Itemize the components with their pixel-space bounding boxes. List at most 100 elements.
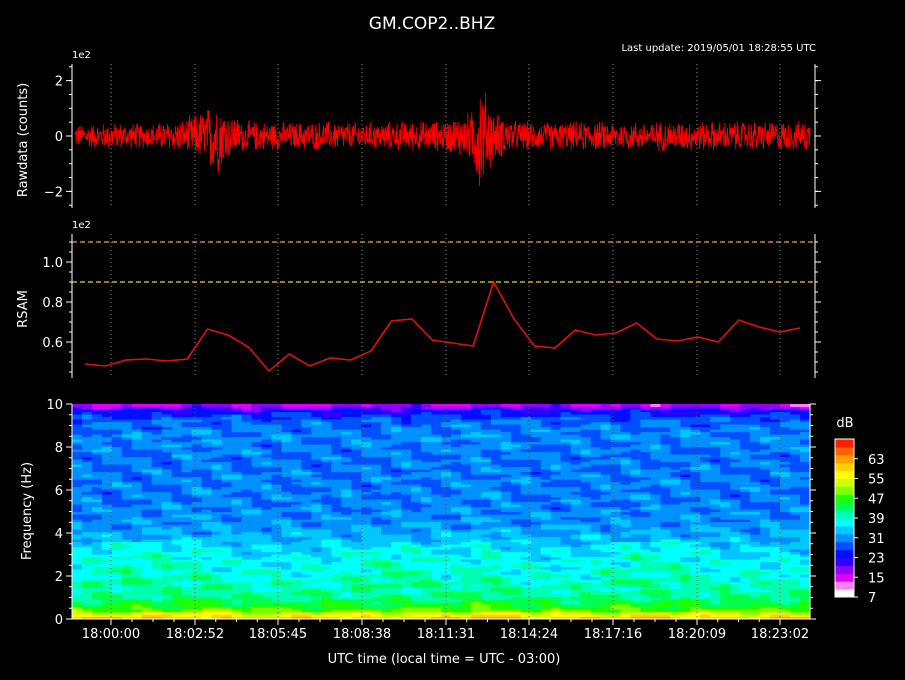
spectrogram-cell <box>131 436 143 440</box>
spectrogram-cell <box>72 471 83 475</box>
spectrogram-cell <box>550 409 562 413</box>
spectrogram-cell <box>480 496 492 500</box>
spectrogram-cell <box>401 541 412 545</box>
spectrogram-cell <box>181 486 193 490</box>
spectrogram-cell <box>241 411 253 415</box>
spectrogram-cell <box>610 414 622 418</box>
spectrogram-cell <box>590 556 602 560</box>
spectrogram-cell <box>421 544 432 548</box>
spectrogram-cell <box>261 504 273 508</box>
spectrogram-cell <box>421 466 432 470</box>
spectrogram-cell <box>251 576 263 580</box>
spectrogram-cell <box>620 534 632 538</box>
spectrogram-cell <box>81 596 93 600</box>
spectrogram-cell <box>411 481 422 485</box>
spectrogram-cell <box>321 431 332 435</box>
spectrogram-cell <box>91 486 103 490</box>
spectrogram-cell <box>91 571 103 575</box>
spectrogram-cell <box>181 571 193 575</box>
spectrogram-cell <box>590 564 602 568</box>
spectrogram-cell <box>530 476 542 480</box>
spectrogram-cell <box>361 459 372 463</box>
spectrogram-cell <box>391 579 402 583</box>
spectrogram-cell <box>351 556 362 560</box>
spectrogram-cell <box>301 606 312 610</box>
spectrogram-cell <box>201 526 213 530</box>
spectrogram-cell <box>81 464 93 468</box>
spectrogram-cell <box>331 471 342 475</box>
spectrogram-cell <box>630 564 642 568</box>
spectrogram-cell <box>111 446 123 450</box>
spectrogram-cell <box>321 436 332 440</box>
spectrogram-cell <box>191 451 203 455</box>
spectrogram-cell <box>291 516 302 520</box>
spectrogram-cell <box>211 566 223 570</box>
spectrogram-cell <box>450 434 462 438</box>
spectrogram-cell <box>500 461 512 465</box>
spectrogram-cell <box>560 514 572 518</box>
spectrogram-cell <box>411 479 422 483</box>
spectrogram-cell <box>301 521 312 525</box>
spectrogram-cell <box>560 601 572 605</box>
spectrogram-cell <box>101 571 113 575</box>
spectrogram-cell <box>81 469 93 473</box>
spectrogram-cell <box>121 536 133 540</box>
spectrogram-cell <box>610 561 622 565</box>
spectrogram-cell <box>91 591 103 595</box>
spectrogram-cell <box>121 584 133 588</box>
spectrogram-cell <box>161 501 173 505</box>
spectrogram-cell <box>241 526 253 530</box>
spectrogram-cell <box>480 489 492 493</box>
spectrogram-cell <box>520 556 532 560</box>
spectrogram-cell <box>381 411 392 415</box>
spectrogram-cell <box>600 469 612 473</box>
spectrogram-cell <box>251 499 263 503</box>
spectrogram-cell <box>460 424 472 428</box>
spectrogram-cell <box>91 454 103 458</box>
spectrogram-cell <box>311 599 322 603</box>
spectrogram-cell <box>251 546 263 550</box>
spectrogram-cell <box>460 509 472 513</box>
spectrogram-cell <box>91 536 103 540</box>
spectrogram-cell <box>630 514 642 518</box>
spectrogram-cell <box>560 446 572 450</box>
spectrogram-cell <box>610 559 622 563</box>
spectrogram-cell <box>500 426 512 430</box>
spectrogram-cell <box>490 441 502 445</box>
spectrogram-cell <box>620 491 632 495</box>
spectrogram-cell <box>72 449 83 453</box>
spectrogram-cell <box>271 576 283 580</box>
spectrogram-cell <box>560 494 572 498</box>
spectrogram-cell <box>490 406 502 410</box>
spectrogram-cell <box>341 484 352 488</box>
spectrogram-cell <box>411 586 422 590</box>
spectrogram-cell <box>271 616 283 619</box>
spectrogram-cell <box>181 449 193 453</box>
spectrogram-cell <box>241 571 253 575</box>
spectrogram-cell <box>580 591 592 595</box>
spectrogram-cell <box>450 469 462 473</box>
spectrogram-cell <box>540 504 552 508</box>
spectrogram-cell <box>341 569 352 573</box>
spectrogram-cell <box>331 571 342 575</box>
spectrogram-cell <box>291 491 302 495</box>
spectrogram-cell <box>321 569 332 573</box>
spectrogram-cell <box>421 569 432 573</box>
spectrogram-cell <box>321 584 332 588</box>
spectrogram-cell <box>121 439 133 443</box>
spectrogram-cell <box>590 526 602 530</box>
spectrogram-cell <box>470 581 482 585</box>
spectrogram-cell <box>201 529 213 533</box>
spectrogram-cell <box>321 471 332 475</box>
spectrogram-cell <box>610 519 622 523</box>
spectrogram-cell <box>191 521 203 525</box>
spectrogram-cell <box>351 536 362 540</box>
spectrogram-cell <box>101 446 113 450</box>
spectrogram-cell <box>301 536 312 540</box>
spectrogram-cell <box>630 456 642 460</box>
spectrogram-cell <box>470 454 482 458</box>
spectrogram-cell <box>331 589 342 593</box>
spectrogram-cell <box>321 446 332 450</box>
spectrogram-cell <box>361 494 372 498</box>
spectrogram-cell <box>341 506 352 510</box>
